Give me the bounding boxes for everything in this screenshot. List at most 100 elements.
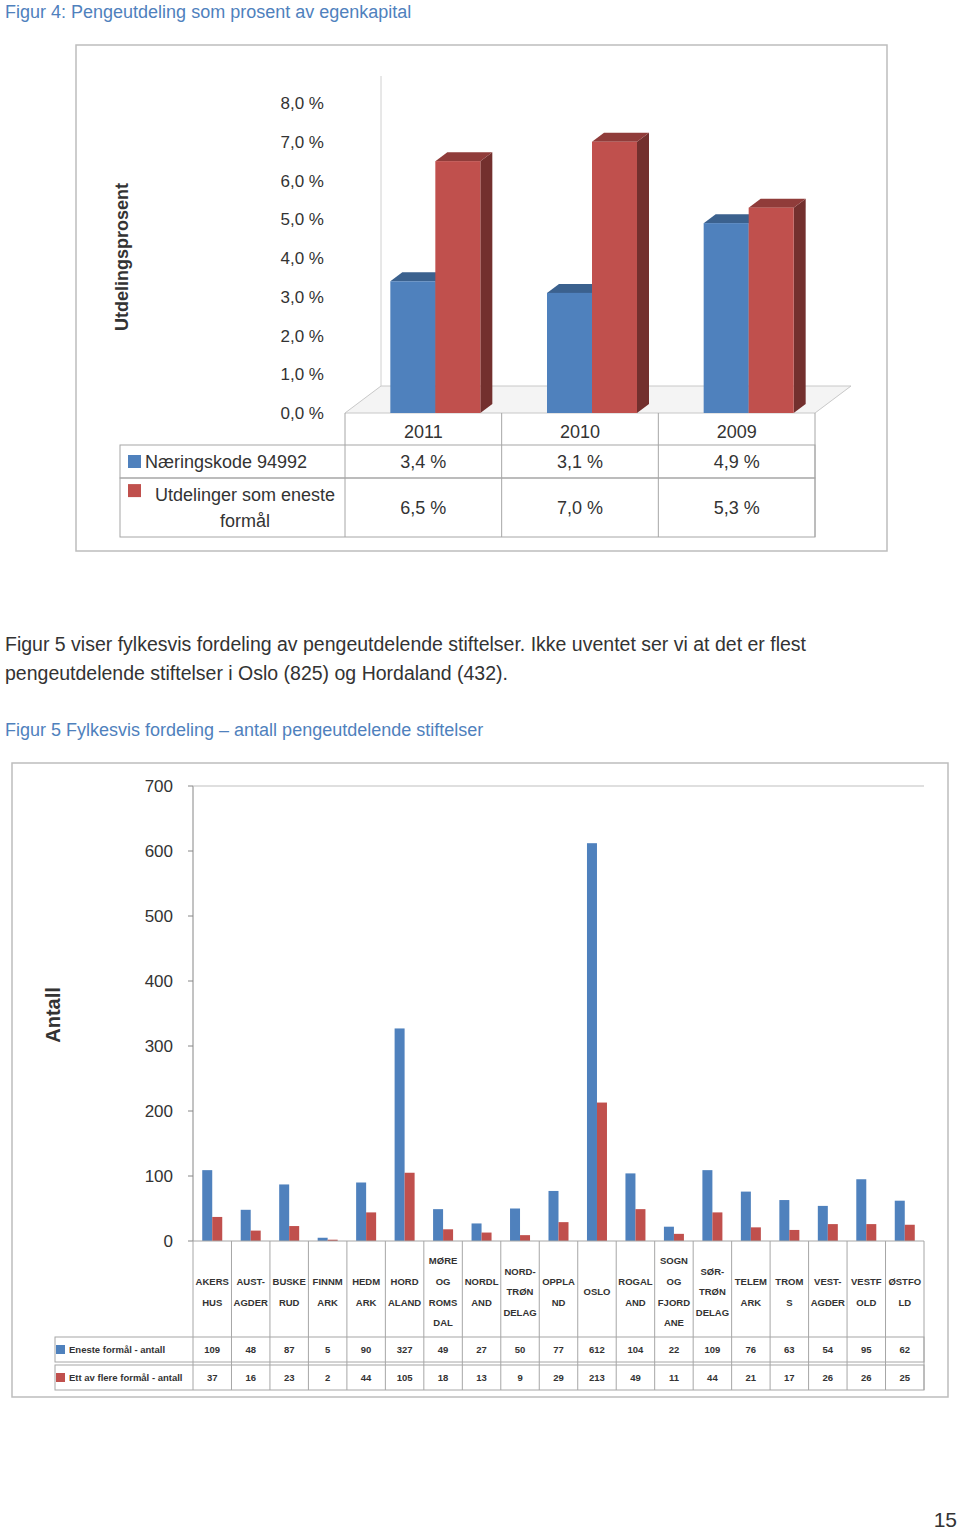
bar bbox=[251, 1231, 261, 1241]
page-canvas: Figur 4: Pengeutdeling som prosent av eg… bbox=[0, 0, 960, 1531]
data-label: 5 bbox=[325, 1344, 331, 1355]
data-label: 49 bbox=[630, 1372, 641, 1383]
category-label: FINNM ARK bbox=[313, 1276, 343, 1308]
data-label: 3,4 % bbox=[400, 452, 446, 472]
category-label-line: S bbox=[786, 1297, 792, 1308]
bar bbox=[559, 1222, 569, 1241]
data-label: 11 bbox=[669, 1372, 680, 1383]
legend-swatch bbox=[56, 1345, 65, 1354]
category-label-line: ARK bbox=[317, 1297, 338, 1308]
table-line bbox=[885, 1241, 886, 1390]
table-line bbox=[231, 1241, 232, 1390]
page-body: {"chart_data": [ {"type": "bar", "title"… bbox=[0, 0, 960, 1531]
bar-group bbox=[674, 1234, 684, 1241]
bar bbox=[905, 1225, 915, 1241]
category-label: MØREOGROMSDAL bbox=[429, 1255, 458, 1328]
table-line bbox=[500, 1241, 501, 1390]
bar-group bbox=[818, 1206, 828, 1241]
data-label: 25 bbox=[899, 1372, 910, 1383]
category-label-line: TRØN bbox=[507, 1286, 534, 1297]
data-table: AKERSHUSAUST-AGDERBUSKERUDFINNMARKHEDMAR… bbox=[55, 1241, 924, 1390]
chart: Figur 5 Fylkesvis fordeling – antall pen… bbox=[5, 720, 948, 1397]
data-label: 90 bbox=[361, 1344, 372, 1355]
data-label: 104 bbox=[628, 1344, 645, 1355]
category-label-line: OG bbox=[436, 1276, 451, 1287]
table-line bbox=[423, 1241, 424, 1390]
category-label: BUSKERUD bbox=[273, 1276, 306, 1308]
chart-frame bbox=[12, 763, 948, 1397]
category-label-line: FINNM bbox=[313, 1276, 343, 1287]
y-tick-label: 5,0 % bbox=[281, 210, 324, 229]
category-label-line: HEDM bbox=[352, 1276, 380, 1287]
table-line bbox=[346, 1241, 347, 1390]
category-label: 2009 bbox=[717, 422, 757, 442]
bar-group bbox=[597, 1103, 607, 1241]
bar bbox=[674, 1234, 684, 1241]
category-label-line: TRØN bbox=[699, 1286, 726, 1297]
plot-top-line bbox=[193, 786, 924, 787]
bar-side bbox=[637, 133, 649, 413]
table-line bbox=[501, 413, 502, 537]
bar bbox=[592, 142, 637, 413]
y-tick bbox=[188, 1046, 193, 1047]
bar-top bbox=[435, 152, 492, 161]
bars bbox=[202, 843, 915, 1241]
category-label-line: 2011 bbox=[404, 422, 443, 442]
category-label-line: FJORD bbox=[658, 1297, 690, 1308]
y-tick-label: 6,0 % bbox=[281, 172, 324, 191]
data-label: 49 bbox=[438, 1344, 449, 1355]
y-tick-label: 0,0 % bbox=[281, 404, 324, 423]
bar bbox=[472, 1223, 482, 1241]
bar bbox=[241, 1210, 251, 1241]
legend-label: Ett av flere formål - antall bbox=[69, 1372, 183, 1383]
bar-group bbox=[779, 1200, 789, 1241]
y-tick-label: 300 bbox=[145, 1037, 173, 1056]
bar bbox=[547, 293, 592, 413]
bar bbox=[866, 1224, 876, 1241]
bar bbox=[751, 1227, 761, 1241]
data-label: 2 bbox=[325, 1372, 330, 1383]
bar-group bbox=[520, 1235, 530, 1241]
y-tick-label: 400 bbox=[145, 972, 173, 991]
category-label: NORD-TRØNDELAG bbox=[503, 1266, 536, 1318]
data-label: 44 bbox=[707, 1372, 718, 1383]
table-line bbox=[385, 1241, 386, 1390]
data-label: 27 bbox=[476, 1344, 487, 1355]
category-label-line: LD bbox=[898, 1297, 911, 1308]
bar-group bbox=[592, 133, 649, 413]
data-label: 327 bbox=[397, 1344, 413, 1355]
table-line bbox=[193, 1241, 194, 1390]
category-label: TELEMARK bbox=[735, 1276, 767, 1308]
category-label: 2010 bbox=[560, 422, 600, 442]
bar-group bbox=[510, 1209, 520, 1242]
bars bbox=[390, 133, 805, 413]
bar bbox=[366, 1212, 376, 1241]
category-label-line: OPPLA bbox=[542, 1276, 575, 1287]
category-label-line: OLD bbox=[856, 1297, 876, 1308]
bar-group bbox=[251, 1231, 261, 1241]
data-label: 16 bbox=[245, 1372, 256, 1383]
data-label: 76 bbox=[746, 1344, 757, 1355]
data-label: 44 bbox=[361, 1372, 372, 1383]
bar bbox=[625, 1173, 635, 1241]
bar bbox=[202, 1170, 212, 1241]
bar bbox=[395, 1028, 405, 1241]
bar-group bbox=[789, 1230, 799, 1241]
bar-group bbox=[443, 1229, 453, 1241]
table-line bbox=[808, 1241, 809, 1390]
bar-group bbox=[549, 1191, 559, 1241]
category-label: TROMS bbox=[775, 1276, 803, 1308]
bar-group bbox=[828, 1224, 838, 1241]
data-label: 62 bbox=[899, 1344, 910, 1355]
legend-label-line: formål bbox=[220, 511, 270, 531]
bar bbox=[433, 1209, 443, 1241]
data-label: 23 bbox=[284, 1372, 295, 1383]
category-label-line: ROGAL bbox=[618, 1276, 653, 1287]
bar-group bbox=[433, 1209, 443, 1241]
chart-title: Figur 4: Pengeutdeling som prosent av eg… bbox=[5, 2, 411, 22]
y-tick-label: 8,0 % bbox=[281, 94, 324, 113]
table-line bbox=[770, 1241, 771, 1390]
category-label: NORDLAND bbox=[465, 1276, 499, 1308]
category-label-line: ANE bbox=[664, 1317, 684, 1328]
y-tick-label: 0 bbox=[164, 1232, 173, 1251]
